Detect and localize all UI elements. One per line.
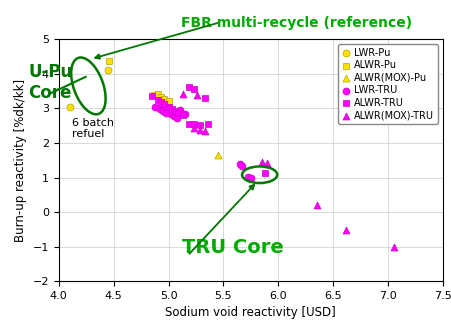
Text: 6 batch
refuel: 6 batch refuel	[72, 118, 114, 139]
ALWR-TRU	[154, 97, 161, 102]
ALWR(MOX)-TRU	[201, 128, 208, 133]
LWR-TRU	[159, 109, 166, 114]
ALWR-Pu	[160, 96, 167, 101]
Text: FBR multi-recycle (reference): FBR multi-recycle (reference)	[181, 16, 412, 29]
ALWR-Pu	[165, 98, 172, 103]
ALWR-TRU	[204, 121, 211, 127]
X-axis label: Sodium void reactivity [USD]: Sodium void reactivity [USD]	[165, 306, 336, 319]
ALWR-TRU	[201, 95, 208, 101]
ALWR-TRU	[171, 109, 178, 114]
ALWR(MOX)-TRU	[313, 202, 320, 208]
ALWR(MOX)-TRU	[389, 244, 396, 249]
LWR-TRU	[238, 164, 245, 169]
Y-axis label: Burn-up reactivity [%dk/kk]: Burn-up reactivity [%dk/kk]	[14, 79, 27, 242]
LWR-TRU	[181, 111, 188, 116]
ALWR-Pu	[157, 95, 164, 100]
ALWR-TRU	[157, 99, 164, 105]
LWR-Pu	[66, 104, 73, 109]
ALWR-TRU	[185, 84, 193, 90]
ALWR-Pu	[150, 93, 157, 98]
ALWR(MOX)-TRU	[179, 91, 186, 96]
ALWR(MOX)-TRU	[263, 160, 270, 165]
LWR-TRU	[162, 110, 170, 115]
LWR-TRU	[236, 162, 243, 167]
ALWR(MOX)-TRU	[190, 126, 197, 131]
ALWR-TRU	[196, 122, 203, 128]
LWR-Pu	[104, 68, 111, 73]
ALWR(MOX)-TRU	[196, 127, 203, 132]
ALWR-TRU	[179, 112, 186, 117]
LWR-TRU	[247, 175, 254, 180]
Text: TRU Core: TRU Core	[181, 238, 283, 257]
ALWR-TRU	[190, 121, 197, 127]
ALWR(MOX)-Pu	[214, 152, 221, 158]
ALWR-TRU	[168, 107, 175, 112]
LWR-TRU	[244, 174, 251, 180]
ALWR-TRU	[148, 94, 155, 99]
ALWR(MOX)-TRU	[342, 228, 349, 233]
LWR-TRU	[175, 108, 183, 113]
Text: U-Pu
Core: U-Pu Core	[28, 63, 72, 102]
LWR-TRU	[167, 111, 174, 116]
ALWR(MOX)-TRU	[193, 93, 200, 98]
LWR-TRU	[152, 104, 159, 109]
ALWR-Pu	[154, 91, 161, 96]
ALWR-TRU	[175, 110, 182, 115]
LWR-TRU	[156, 107, 163, 112]
ALWR(MOX)-TRU	[258, 159, 265, 164]
ALWR-Pu	[106, 58, 113, 63]
LWR-TRU	[173, 115, 180, 121]
ALWR-TRU	[160, 102, 167, 107]
ALWR-TRU	[261, 171, 268, 176]
LWR-TRU	[170, 113, 177, 119]
ALWR-TRU	[185, 121, 193, 127]
ALWR-TRU	[165, 104, 172, 109]
Legend: LWR-Pu, ALWR-Pu, ALWR(MOX)-Pu, LWR-TRU, ALWR-TRU, ALWR(MOX)-TRU: LWR-Pu, ALWR-Pu, ALWR(MOX)-Pu, LWR-TRU, …	[337, 44, 437, 124]
ALWR-TRU	[190, 87, 197, 92]
